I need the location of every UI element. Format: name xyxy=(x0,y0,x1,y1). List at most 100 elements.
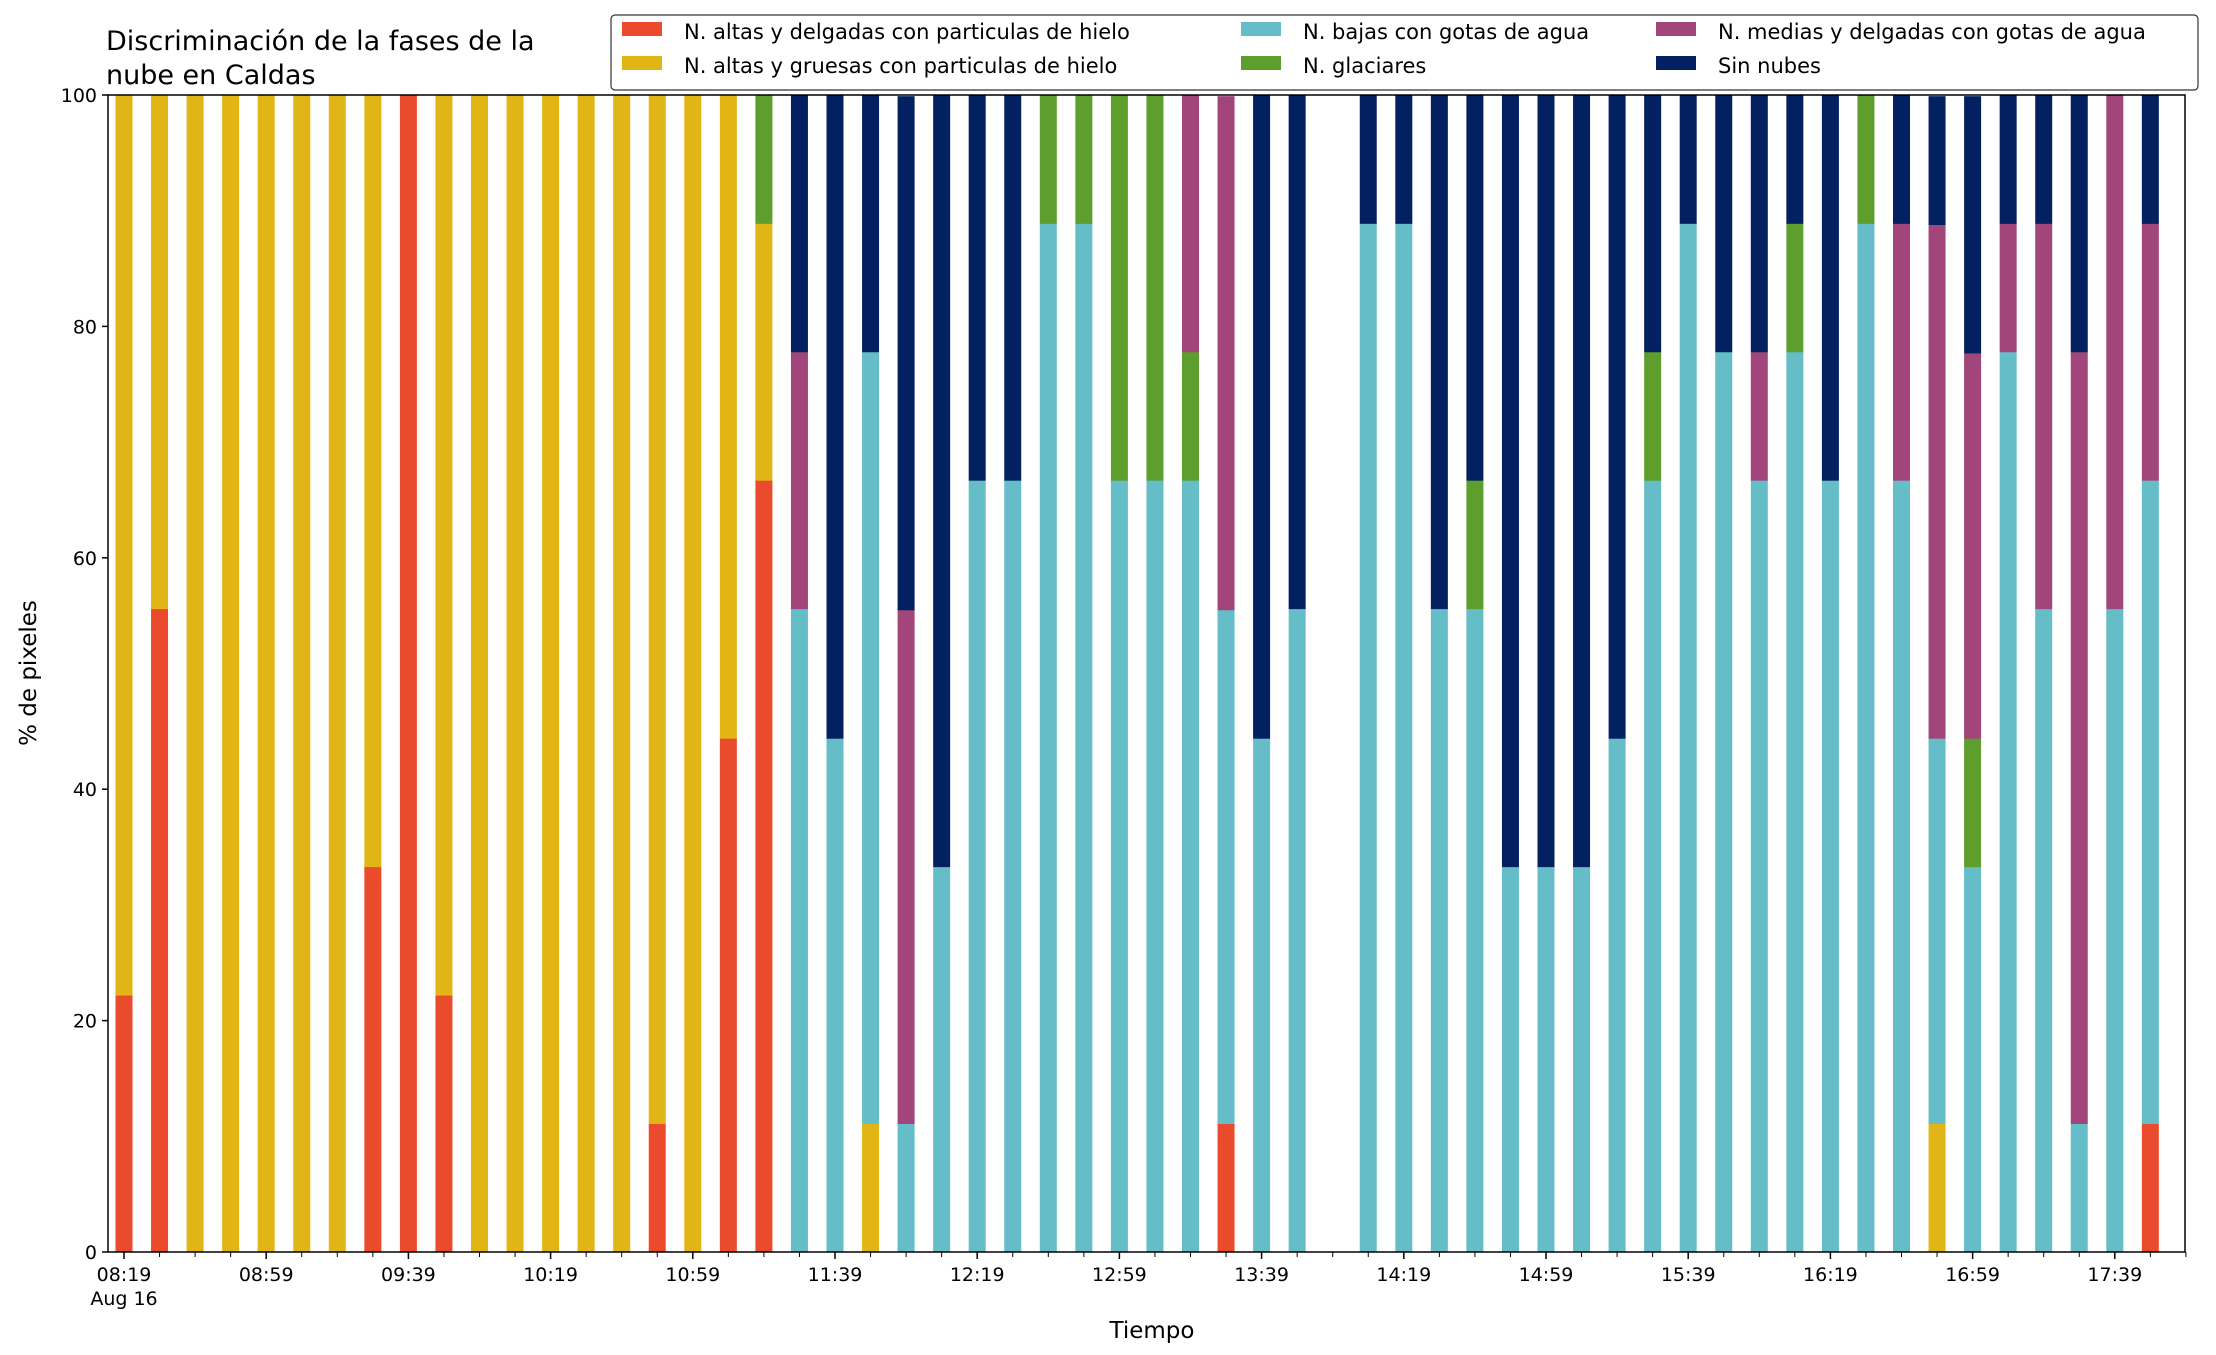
bar-segment-3-1619 xyxy=(1821,480,1839,1253)
bar-segment-6-1509 xyxy=(1573,95,1591,868)
bar-segment-3-1719 xyxy=(2035,608,2053,1253)
bar-segment-3-1319 xyxy=(1182,480,1199,1253)
bar-segment-5-1559 xyxy=(1750,351,1768,481)
bar-segment-6-1559 xyxy=(1750,95,1768,353)
bar-segment-4-1249 xyxy=(1075,95,1093,224)
x-axis: 08:19 08:59 09:39 10:19 10:59 11:39 12:19 12:59… xyxy=(90,1252,2187,1310)
bar-segment-6-1449 xyxy=(1501,95,1519,868)
bar-segment-2-1019 xyxy=(542,95,560,1253)
bar-segment-1-0939 xyxy=(399,95,417,1253)
x-axis-label: Tiempo xyxy=(1109,1318,1195,1344)
bar-segment-5-1719 xyxy=(2035,223,2053,610)
bar-segment-3-1129 xyxy=(790,608,808,1253)
bar-segment-1-1119 xyxy=(755,480,773,1253)
bar-segment-3-1409 xyxy=(1359,223,1377,1253)
bar-segment-2-1109 xyxy=(719,95,737,739)
bar-segment-3-1459 xyxy=(1537,866,1555,1253)
bar-segment-6-1129 xyxy=(790,95,808,353)
bar-segment-3-1609 xyxy=(1786,351,1804,1253)
bar-segment-3-1339 xyxy=(1253,738,1271,1253)
y-tick-label: 40 xyxy=(73,779,97,801)
bars-layer xyxy=(115,95,2159,1253)
bar-segment-5-1329 xyxy=(1217,96,1235,611)
bar-segment-3-1649 xyxy=(1928,738,1946,1124)
bar-segment-2-0959 xyxy=(471,95,488,1253)
bar-segment-6-1439 xyxy=(1466,95,1484,481)
legend-box xyxy=(610,14,2199,91)
bar-segment-2-0909 xyxy=(293,95,311,1253)
legend-swatch-3 xyxy=(1241,22,1281,36)
x-tick-label: 09:39 xyxy=(381,1264,436,1286)
bar-segment-1-0829 xyxy=(151,608,169,1253)
bar-segment-3-1639 xyxy=(1893,480,1910,1253)
legend-swatch-1 xyxy=(622,22,662,36)
legend-swatch-4 xyxy=(1241,56,1281,70)
y-tick-label: 60 xyxy=(73,548,97,570)
bar-segment-2-1059 xyxy=(684,95,702,1253)
bar-segment-4-1239 xyxy=(1039,95,1057,224)
bar-segment-1-1329 xyxy=(1217,1123,1235,1253)
bar-segment-6-1419 xyxy=(1395,95,1413,224)
y-tick-label: 20 xyxy=(73,1011,97,1033)
legend-label-3: N. bajas con gotas de agua xyxy=(1303,20,1589,44)
y-axis-label: % de pixeles xyxy=(16,600,42,746)
bar-segment-3-1229 xyxy=(1004,480,1022,1253)
bar-segment-4-1119 xyxy=(755,95,773,224)
bar-segment-6-1649 xyxy=(1928,96,1946,225)
bar-segment-3-1239 xyxy=(1039,223,1057,1253)
bar-segment-3-1139 xyxy=(826,738,844,1253)
bar-segment-2-1029 xyxy=(577,95,595,1253)
bar-segment-3-1429 xyxy=(1430,608,1448,1253)
x-tick-label: 14:59 xyxy=(1519,1264,1574,1286)
bar-segment-4-1629 xyxy=(1857,95,1875,224)
bar-segment-3-1349 xyxy=(1288,608,1306,1253)
bar-segment-3-1729 xyxy=(2070,1123,2088,1253)
x-tick-label: 15:39 xyxy=(1661,1264,1716,1286)
legend-swatch-5 xyxy=(1656,22,1696,36)
bar-segment-6-1619 xyxy=(1821,95,1839,481)
bar-segment-6-1749 xyxy=(2141,95,2159,224)
bar-segment-3-1449 xyxy=(1501,866,1519,1253)
legend-label-1: N. altas y delgadas con particulas de hi… xyxy=(684,20,1130,44)
bar-segment-2-0929 xyxy=(364,95,382,868)
bar-segment-4-1659 xyxy=(1964,738,1982,868)
bar-segment-6-1429 xyxy=(1430,95,1448,610)
bar-segment-6-1709 xyxy=(1999,95,2017,224)
bar-segment-2-0919 xyxy=(328,95,346,1253)
bar-segment-3-1629 xyxy=(1857,223,1875,1253)
bar-segment-3-1549 xyxy=(1715,351,1733,1253)
bar-segment-5-1749 xyxy=(2141,223,2159,481)
x-tick-label: 16:19 xyxy=(1803,1264,1858,1286)
bar-segment-3-1219 xyxy=(968,480,986,1253)
x-tick-label: 08:59 xyxy=(239,1264,294,1286)
bar-segment-1-1109 xyxy=(719,738,737,1253)
bar-segment-5-1159 xyxy=(897,609,915,1124)
x-tick-label: 10:19 xyxy=(523,1264,578,1286)
bar-segment-2-1009 xyxy=(506,95,524,1253)
bar-segment-3-1149 xyxy=(862,351,880,1124)
bar-segment-1-1749 xyxy=(2141,1123,2159,1253)
x-tick-label: 14:19 xyxy=(1376,1264,1431,1286)
bar-segment-6-1349 xyxy=(1288,95,1306,610)
bar-segment-2-1149 xyxy=(862,1123,880,1253)
x-tick-label: 10:59 xyxy=(665,1264,720,1286)
bar-segment-6-1529 xyxy=(1644,95,1662,353)
bar-segment-6-1339 xyxy=(1253,95,1271,739)
bar-segment-5-1649 xyxy=(1928,224,1946,739)
bar-segment-2-0859 xyxy=(257,95,275,1253)
bar-segment-6-1609 xyxy=(1786,95,1804,224)
legend-label-4: N. glaciares xyxy=(1303,54,1426,78)
bar-segment-4-1259 xyxy=(1110,95,1128,481)
bar-segment-3-1529 xyxy=(1644,480,1662,1253)
bar-segment-3-1659 xyxy=(1964,866,1982,1253)
x-tick-label: 12:59 xyxy=(1092,1264,1147,1286)
plot-frame xyxy=(107,94,2186,1253)
bar-segment-2-0819 xyxy=(115,95,133,996)
bar-segment-3-1249 xyxy=(1075,223,1093,1253)
bar-segment-3-1749 xyxy=(2141,480,2159,1124)
bar-segment-6-1229 xyxy=(1004,95,1022,481)
x-tick-label: 17:39 xyxy=(2087,1264,2142,1286)
bar-segment-5-1739 xyxy=(2106,95,2124,610)
bar-segment-4-1439 xyxy=(1466,480,1484,610)
